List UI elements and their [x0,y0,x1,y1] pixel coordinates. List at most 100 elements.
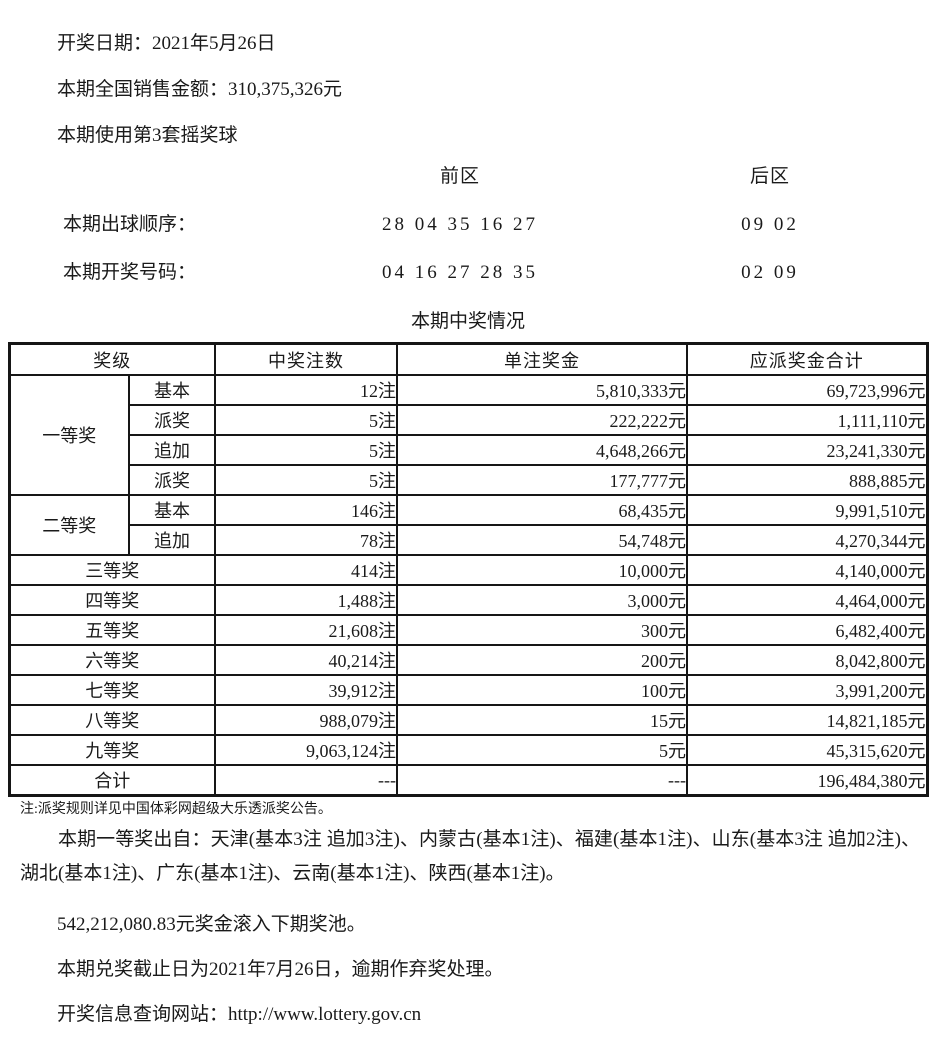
cell-prize: --- [396,764,688,797]
cell-level: 六等奖 [8,644,216,676]
cell-prize: 54,748元 [396,524,688,556]
table-row: 二等奖 基本 146注 68,435元 9,991,510元 [8,494,928,556]
ball-set: 本期使用第3套摇奖球 [57,125,238,146]
table-row: 四等奖 1,488注 3,000元 4,464,000元 [8,584,928,616]
table-row: 三等奖 414注 10,000元 4,140,000元 [8,554,928,586]
cell-total: 4,464,000元 [686,584,928,616]
cell-total: 4,270,344元 [686,524,928,556]
col-header-level: 奖级 [8,342,216,376]
prize-table-title: 本期中奖情况 [410,311,525,332]
cell-level: 三等奖 [8,554,216,586]
cell-count: --- [214,764,398,797]
cell-level-group: 二等奖 [8,494,130,556]
cell-level: 四等奖 [8,584,216,616]
rule-note: 注:派奖规则详见中国体彩网超级大乐透派奖公告。 [20,802,332,817]
cell-count: 78注 [214,524,398,556]
cell-subtype: 追加 [128,524,216,556]
draw-order-row: 本期出球顺序： 28 04 35 16 27 09 02 [0,213,936,236]
cell-total: 1,111,110元 [686,404,928,436]
cell-total: 14,821,185元 [686,704,928,736]
cell-count: 5注 [214,464,398,496]
cell-total: 196,484,380元 [686,764,928,797]
col-header-count: 中奖注数 [214,342,398,376]
cell-count: 40,214注 [214,644,398,676]
back-zone-label: 后区 [749,166,790,187]
cell-count: 988,079注 [214,704,398,736]
table-row: 七等奖 39,912注 100元 3,991,200元 [8,674,928,706]
draw-order-front-numbers: 28 04 35 16 27 [382,214,538,235]
prize-table: 奖级 中奖注数 单注奖金 应派奖金合计 一等奖 基本 12注 5,810,333… [7,342,929,797]
cell-total: 888,885元 [686,464,928,496]
cell-total: 9,991,510元 [686,494,928,526]
table-row-total: 合计 --- --- 196,484,380元 [8,764,928,797]
cell-prize: 5元 [396,734,688,766]
rollover-note: 542,212,080.83元奖金滚入下期奖池。 [57,914,366,935]
cell-subtype: 派奖 [128,464,216,496]
cell-level: 七等奖 [8,674,216,706]
table-row: 九等奖 9,063,124注 5元 45,315,620元 [8,734,928,766]
footer-notes: 542,212,080.83元奖金滚入下期奖池。 本期兑奖截止日为2021年7月… [0,913,936,1026]
cell-total: 23,241,330元 [686,434,928,466]
cell-subtype: 派奖 [128,404,216,436]
cell-count: 21,608注 [214,614,398,646]
table-row: 一等奖 基本 12注 5,810,333元 69,723,996元 [8,374,928,496]
cell-total: 6,482,400元 [686,614,928,646]
cell-prize: 100元 [396,674,688,706]
cell-prize: 15元 [396,704,688,736]
redeem-deadline-note: 本期兑奖截止日为2021年7月26日，逾期作弃奖处理。 [57,959,504,980]
draw-order-label: 本期出球顺序： [63,214,197,235]
col-header-prize: 单注奖金 [396,342,688,376]
cell-total: 4,140,000元 [686,554,928,586]
cell-subtype: 基本 [128,494,216,526]
cell-prize: 200元 [396,644,688,676]
cell-total: 69,723,996元 [686,374,928,406]
table-row: 五等奖 21,608注 300元 6,482,400元 [8,614,928,646]
cell-count: 146注 [214,494,398,526]
cell-prize: 68,435元 [396,494,688,526]
zone-header-row: 前区 后区 [0,165,936,188]
sales-amount: 本期全国销售金额：310,375,326元 [57,79,343,100]
cell-level: 合计 [8,764,216,797]
draw-order-back-numbers: 09 02 [741,214,799,235]
cell-total: 3,991,200元 [686,674,928,706]
cell-count: 5注 [214,434,398,466]
number-zones: 前区 后区 本期出球顺序： 28 04 35 16 27 09 02 本期开奖号… [0,165,936,284]
front-zone-label: 前区 [439,166,480,187]
table-row: 派奖 5注 177,777元 888,885元 [9,464,928,496]
winning-numbers-label: 本期开奖号码： [63,262,197,283]
cell-count: 39,912注 [214,674,398,706]
cell-level: 五等奖 [8,614,216,646]
cell-prize: 10,000元 [396,554,688,586]
cell-prize: 4,648,266元 [396,434,688,466]
cell-count: 5注 [214,404,398,436]
winning-numbers-row: 本期开奖号码： 04 16 27 28 35 02 09 [0,261,936,284]
cell-count: 9,063,124注 [214,734,398,766]
winning-back-numbers: 02 09 [741,262,799,283]
cell-subtype: 基本 [128,374,216,406]
website-note: 开奖信息查询网站：http://www.lottery.gov.cn [57,1004,422,1025]
cell-prize: 5,810,333元 [396,374,688,406]
table-row: 八等奖 988,079注 15元 14,821,185元 [8,704,928,736]
cell-count: 12注 [214,374,398,406]
cell-prize: 3,000元 [396,584,688,616]
cell-count: 414注 [214,554,398,586]
col-header-total: 应派奖金合计 [686,342,928,376]
cell-prize: 177,777元 [396,464,688,496]
cell-level-group: 一等奖 [8,374,130,496]
draw-info-block: 开奖日期：2021年5月26日 本期全国销售金额：310,375,326元 本期… [0,0,936,147]
cell-subtype: 追加 [128,434,216,466]
table-row: 追加 5注 4,648,266元 23,241,330元 [9,434,928,466]
table-header-row: 奖级 中奖注数 单注奖金 应派奖金合计 [8,342,928,376]
cell-level: 九等奖 [8,734,216,766]
table-row: 派奖 5注 222,222元 1,111,110元 [9,404,928,436]
winning-front-numbers: 04 16 27 28 35 [382,262,538,283]
first-prize-origin: 本期一等奖出自：天津(基本3注 追加3注)、内蒙古(基本1注)、福建(基本1注)… [20,829,920,884]
table-row: 六等奖 40,214注 200元 8,042,800元 [8,644,928,676]
table-row: 追加 78注 54,748元 4,270,344元 [9,524,928,556]
cell-level: 八等奖 [8,704,216,736]
cell-total: 45,315,620元 [686,734,928,766]
zone-header-spacer [0,165,300,188]
cell-count: 1,488注 [214,584,398,616]
cell-prize: 222,222元 [396,404,688,436]
